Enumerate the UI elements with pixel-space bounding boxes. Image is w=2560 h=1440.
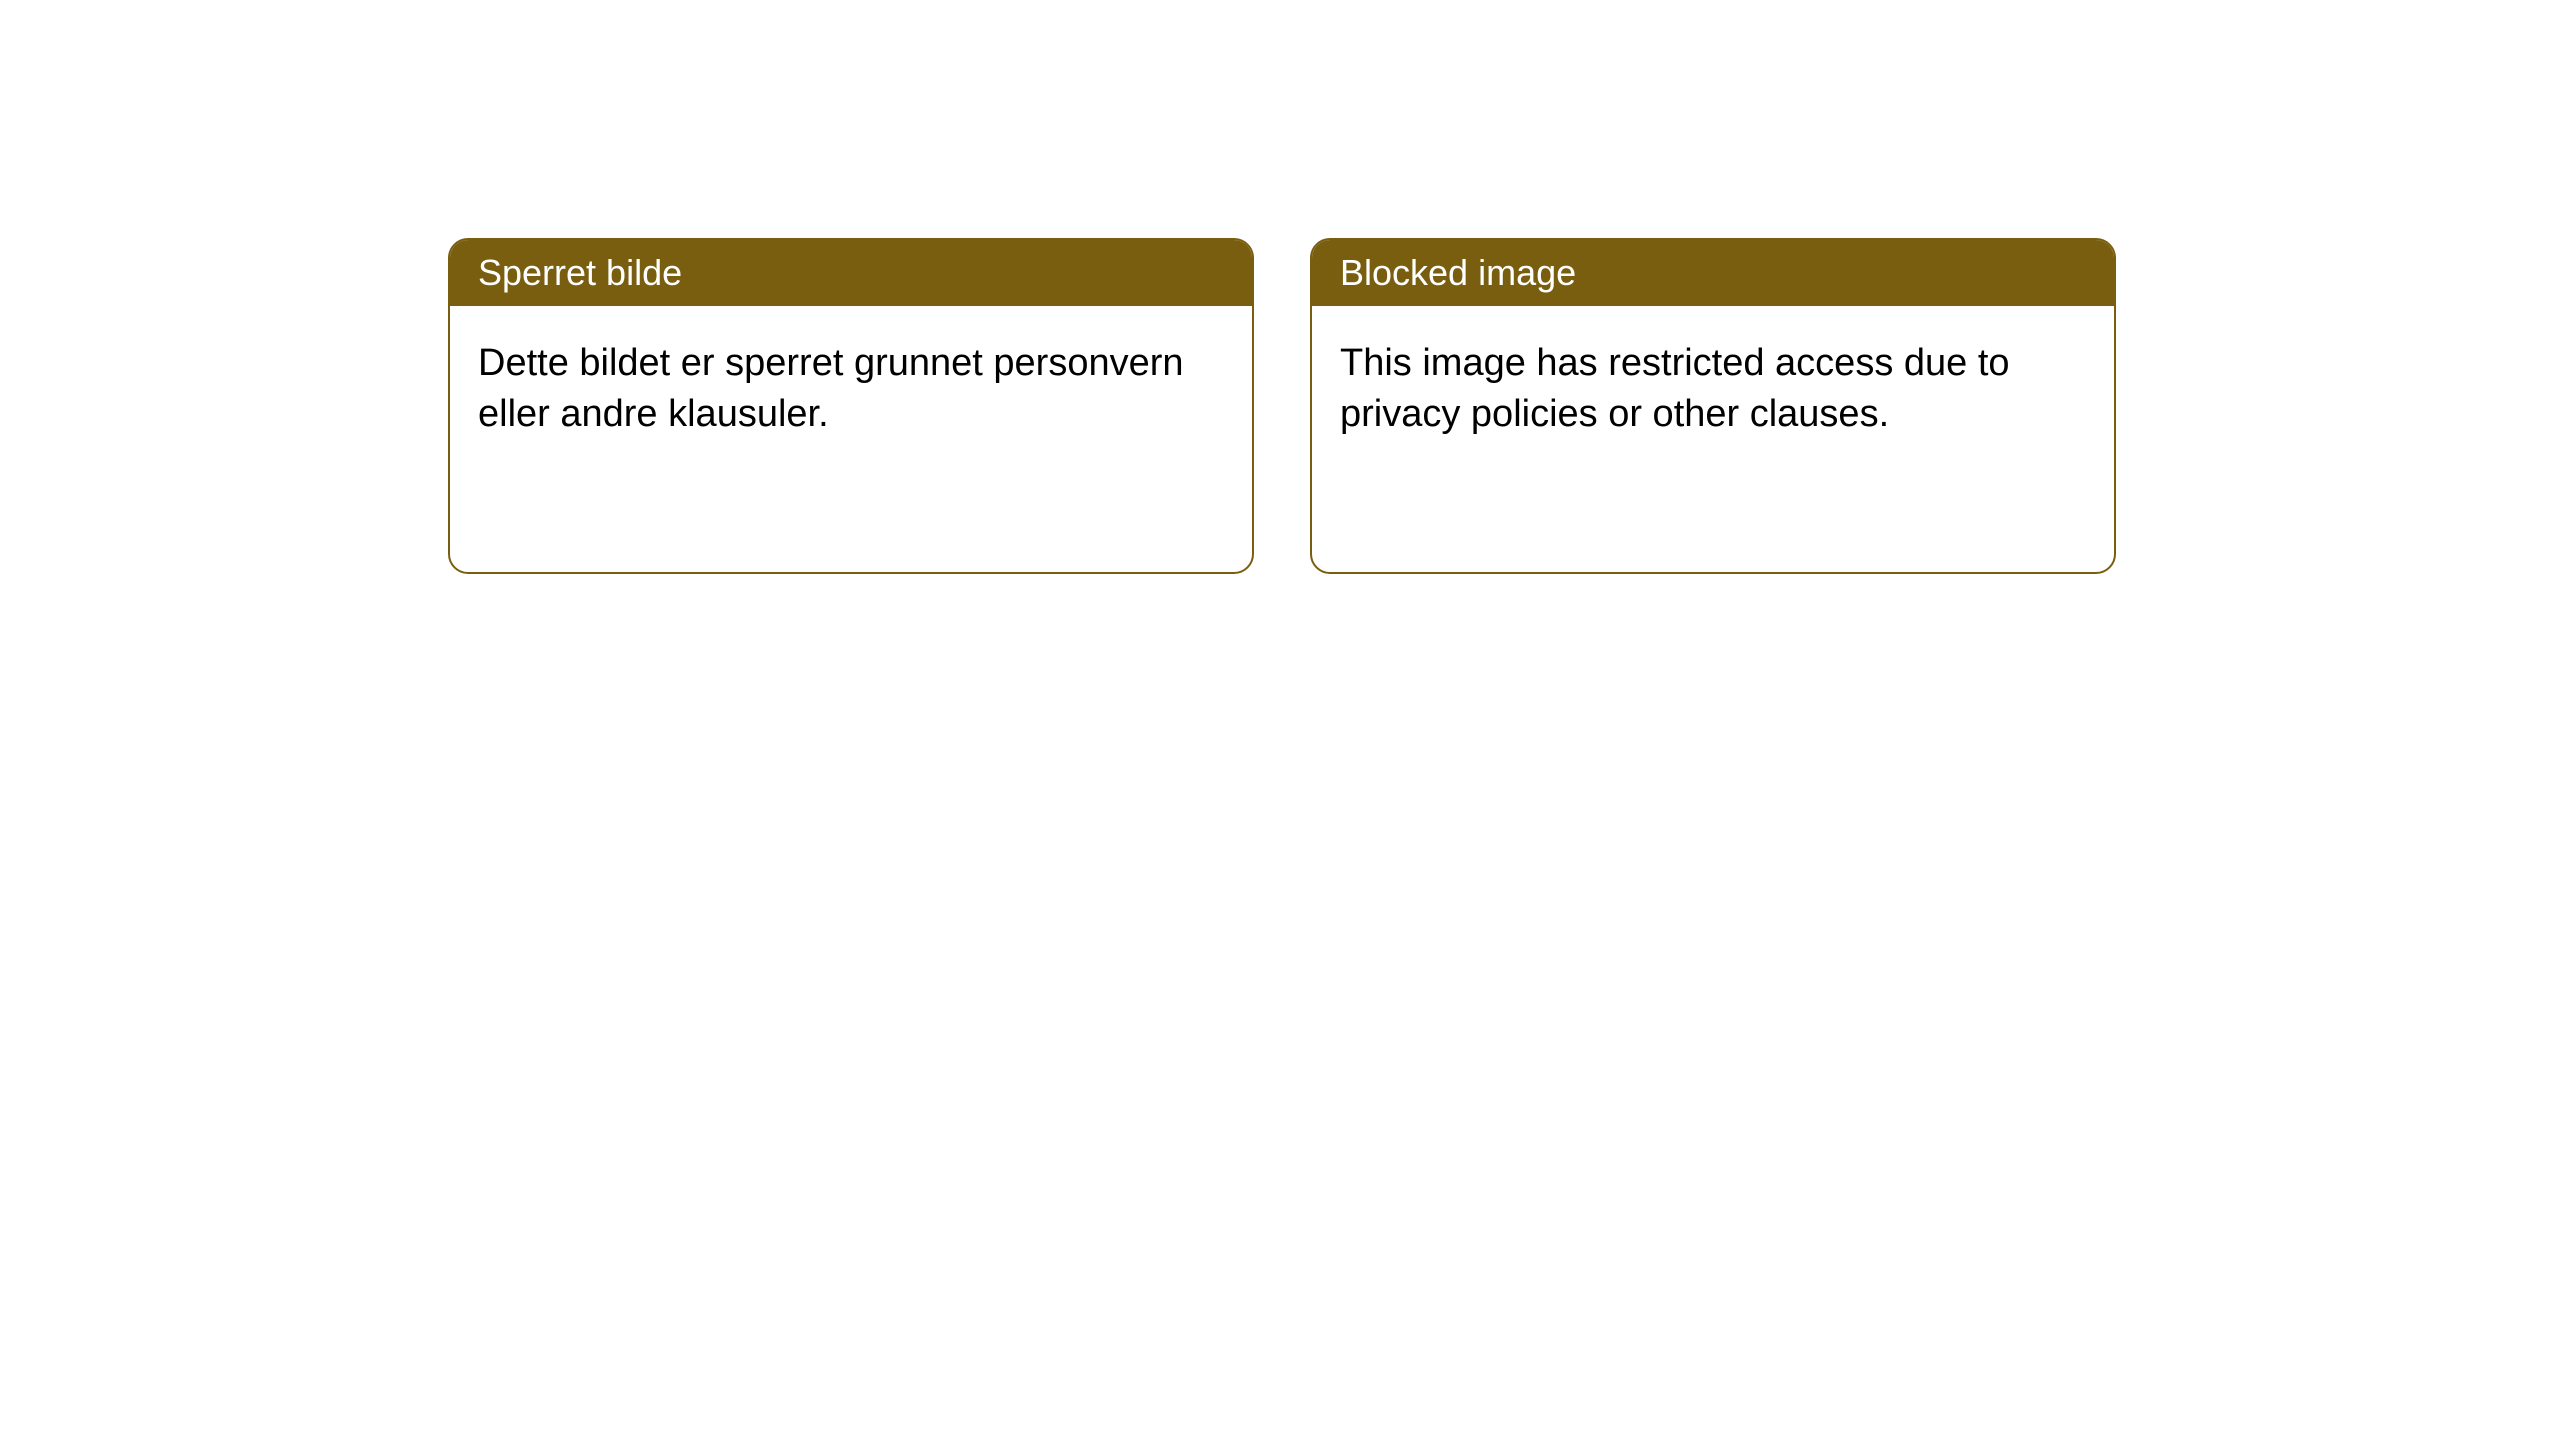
blocked-image-cards: Sperret bilde Dette bildet er sperret gr… [448, 238, 2560, 574]
card-body-en: This image has restricted access due to … [1312, 306, 2114, 473]
card-title-no: Sperret bilde [478, 252, 682, 293]
card-header-no: Sperret bilde [450, 240, 1252, 306]
card-title-en: Blocked image [1340, 252, 1576, 293]
card-message-no: Dette bildet er sperret grunnet personve… [478, 342, 1184, 435]
blocked-image-card-no: Sperret bilde Dette bildet er sperret gr… [448, 238, 1254, 574]
card-body-no: Dette bildet er sperret grunnet personve… [450, 306, 1252, 473]
blocked-image-card-en: Blocked image This image has restricted … [1310, 238, 2116, 574]
card-message-en: This image has restricted access due to … [1340, 342, 2010, 435]
card-header-en: Blocked image [1312, 240, 2114, 306]
